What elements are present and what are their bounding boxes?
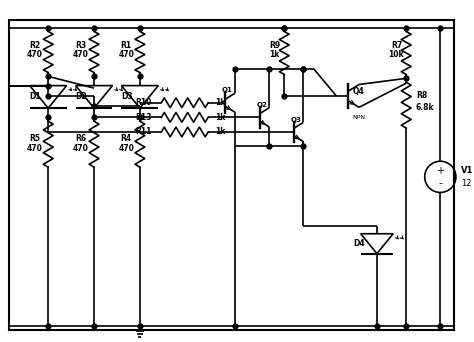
- Text: R13: R13: [135, 113, 152, 122]
- Text: R5: R5: [29, 134, 40, 143]
- Text: 470: 470: [118, 144, 134, 153]
- Text: R7: R7: [391, 41, 402, 50]
- Text: 470: 470: [73, 144, 88, 153]
- Text: 470: 470: [27, 144, 43, 153]
- Text: NPN: NPN: [353, 115, 365, 120]
- Text: Q2: Q2: [256, 102, 267, 108]
- Text: 6.8k: 6.8k: [416, 103, 435, 112]
- Text: 1k: 1k: [215, 98, 225, 107]
- Text: 1k: 1k: [215, 113, 225, 122]
- Text: R10: R10: [135, 98, 152, 107]
- Text: 470: 470: [27, 50, 43, 60]
- Text: D1: D1: [30, 92, 41, 101]
- Text: +: +: [437, 166, 444, 175]
- Text: R9: R9: [269, 41, 280, 50]
- Text: 10k: 10k: [389, 50, 404, 60]
- Text: 1k: 1k: [269, 50, 280, 60]
- Text: R11: R11: [135, 128, 152, 136]
- Text: 1k: 1k: [215, 128, 225, 136]
- Text: R4: R4: [121, 134, 132, 143]
- Text: 470: 470: [118, 50, 134, 60]
- Text: Q4: Q4: [353, 87, 365, 95]
- Text: Q1: Q1: [222, 87, 233, 93]
- Text: R2: R2: [29, 41, 40, 50]
- Text: V1: V1: [461, 166, 473, 174]
- Text: D3: D3: [121, 92, 133, 101]
- Text: D2: D2: [75, 92, 87, 101]
- Text: R6: R6: [75, 134, 86, 143]
- Text: R3: R3: [75, 41, 86, 50]
- Text: -: -: [438, 178, 442, 188]
- Text: R8: R8: [416, 91, 427, 101]
- Text: R1: R1: [121, 41, 132, 50]
- Text: Q3: Q3: [290, 117, 301, 122]
- Text: 470: 470: [73, 50, 88, 60]
- Text: 12: 12: [461, 179, 471, 188]
- Text: D4: D4: [354, 239, 365, 248]
